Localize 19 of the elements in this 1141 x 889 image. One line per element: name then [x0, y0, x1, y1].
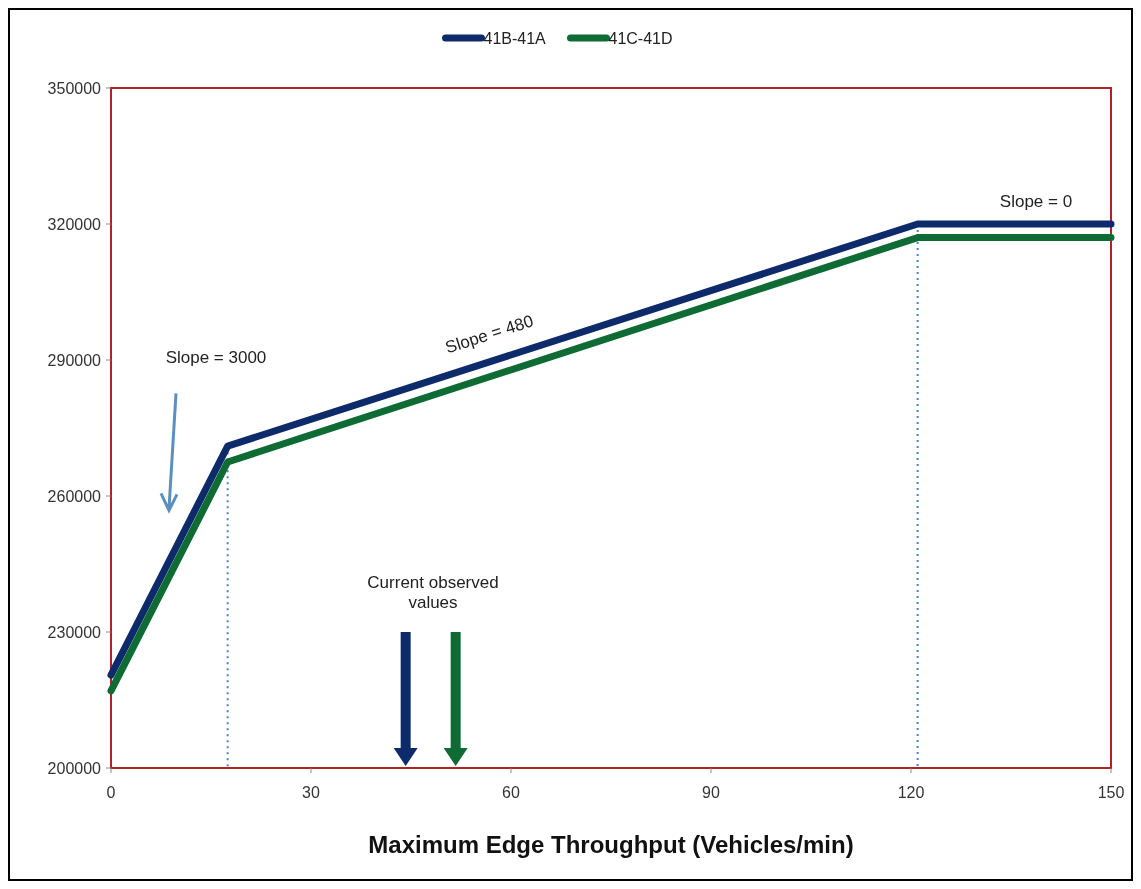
annotation: Slope = 480 — [442, 311, 536, 358]
annotation: Current observed values — [367, 572, 499, 613]
x-tick-label: 0 — [106, 784, 116, 801]
y-tick-label: 230000 — [47, 623, 102, 641]
y-tick-label: 260000 — [47, 487, 102, 505]
y-tick-label: 320000 — [47, 215, 102, 233]
x-axis-title: Maximum Edge Throughput (Vehicles/min) — [368, 831, 854, 858]
x-tick-label: 30 — [302, 784, 320, 801]
legend-label: 41C-41D — [608, 29, 673, 47]
x-tick-label: 60 — [502, 784, 520, 801]
x-tick-label: 120 — [897, 784, 925, 801]
annotation: Slope = 0 — [999, 192, 1073, 211]
legend-label: 41B-41A — [483, 29, 547, 47]
annotation: Slope = 3000 — [165, 348, 267, 368]
y-tick-label: 200000 — [47, 759, 102, 777]
y-tick-label: 350000 — [47, 79, 102, 97]
y-tick-label: 290000 — [47, 351, 102, 369]
x-tick-label: 150 — [1097, 784, 1125, 801]
x-tick-label: 90 — [702, 784, 720, 801]
